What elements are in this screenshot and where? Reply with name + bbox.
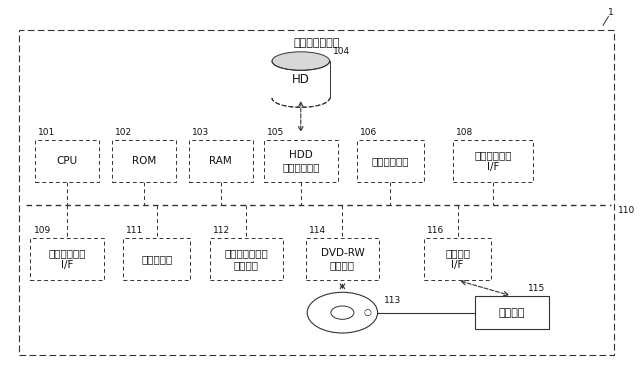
Text: ROM: ROM (132, 156, 156, 166)
Text: DVD-RW
ドライブ: DVD-RW ドライブ (321, 248, 364, 270)
Text: キーボード: キーボード (141, 254, 172, 264)
Bar (35, 140, 99, 182)
Bar (30, 238, 104, 280)
Text: 104: 104 (333, 47, 350, 55)
Bar (357, 140, 424, 182)
Text: CPU: CPU (56, 156, 78, 166)
Text: 110: 110 (618, 206, 635, 215)
Text: 109: 109 (33, 226, 51, 235)
Bar (476, 296, 549, 329)
Text: 遠隔会議サーバ: 遠隔会議サーバ (294, 37, 340, 48)
Text: 116: 116 (428, 226, 444, 235)
Circle shape (331, 306, 354, 319)
Bar (210, 238, 284, 280)
Bar (123, 238, 191, 280)
Text: ネットワーク
I/F: ネットワーク I/F (49, 248, 86, 270)
Bar (272, 61, 330, 98)
Circle shape (307, 292, 378, 333)
Text: RAM: RAM (209, 156, 232, 166)
Text: ディスプレイ: ディスプレイ (372, 156, 409, 166)
Text: ○: ○ (364, 308, 372, 317)
Ellipse shape (272, 52, 330, 70)
Bar (189, 140, 253, 182)
Text: メディア: メディア (499, 307, 525, 318)
Bar (112, 140, 176, 182)
Text: 105: 105 (268, 128, 284, 137)
Text: 外部機器接続
I/F: 外部機器接続 I/F (474, 150, 511, 172)
Text: メディア
I/F: メディア I/F (445, 248, 470, 270)
Bar (264, 140, 338, 182)
Bar (453, 140, 532, 182)
Text: ポインティング
デバイス: ポインティング デバイス (225, 248, 268, 270)
Text: 113: 113 (384, 296, 401, 305)
Bar (19, 30, 614, 355)
Text: 111: 111 (127, 226, 143, 235)
Text: 112: 112 (212, 226, 230, 235)
Text: 103: 103 (192, 128, 209, 137)
Text: 114: 114 (309, 226, 326, 235)
Text: 1: 1 (609, 9, 614, 17)
Text: 106: 106 (360, 128, 377, 137)
Text: HDD
コントローラ: HDD コントローラ (282, 150, 319, 172)
Text: 108: 108 (456, 128, 473, 137)
Bar (424, 238, 492, 280)
Text: 115: 115 (529, 284, 545, 293)
Bar (306, 238, 380, 280)
Text: 102: 102 (115, 128, 132, 137)
Text: 101: 101 (38, 128, 56, 137)
Text: HD: HD (292, 73, 310, 86)
